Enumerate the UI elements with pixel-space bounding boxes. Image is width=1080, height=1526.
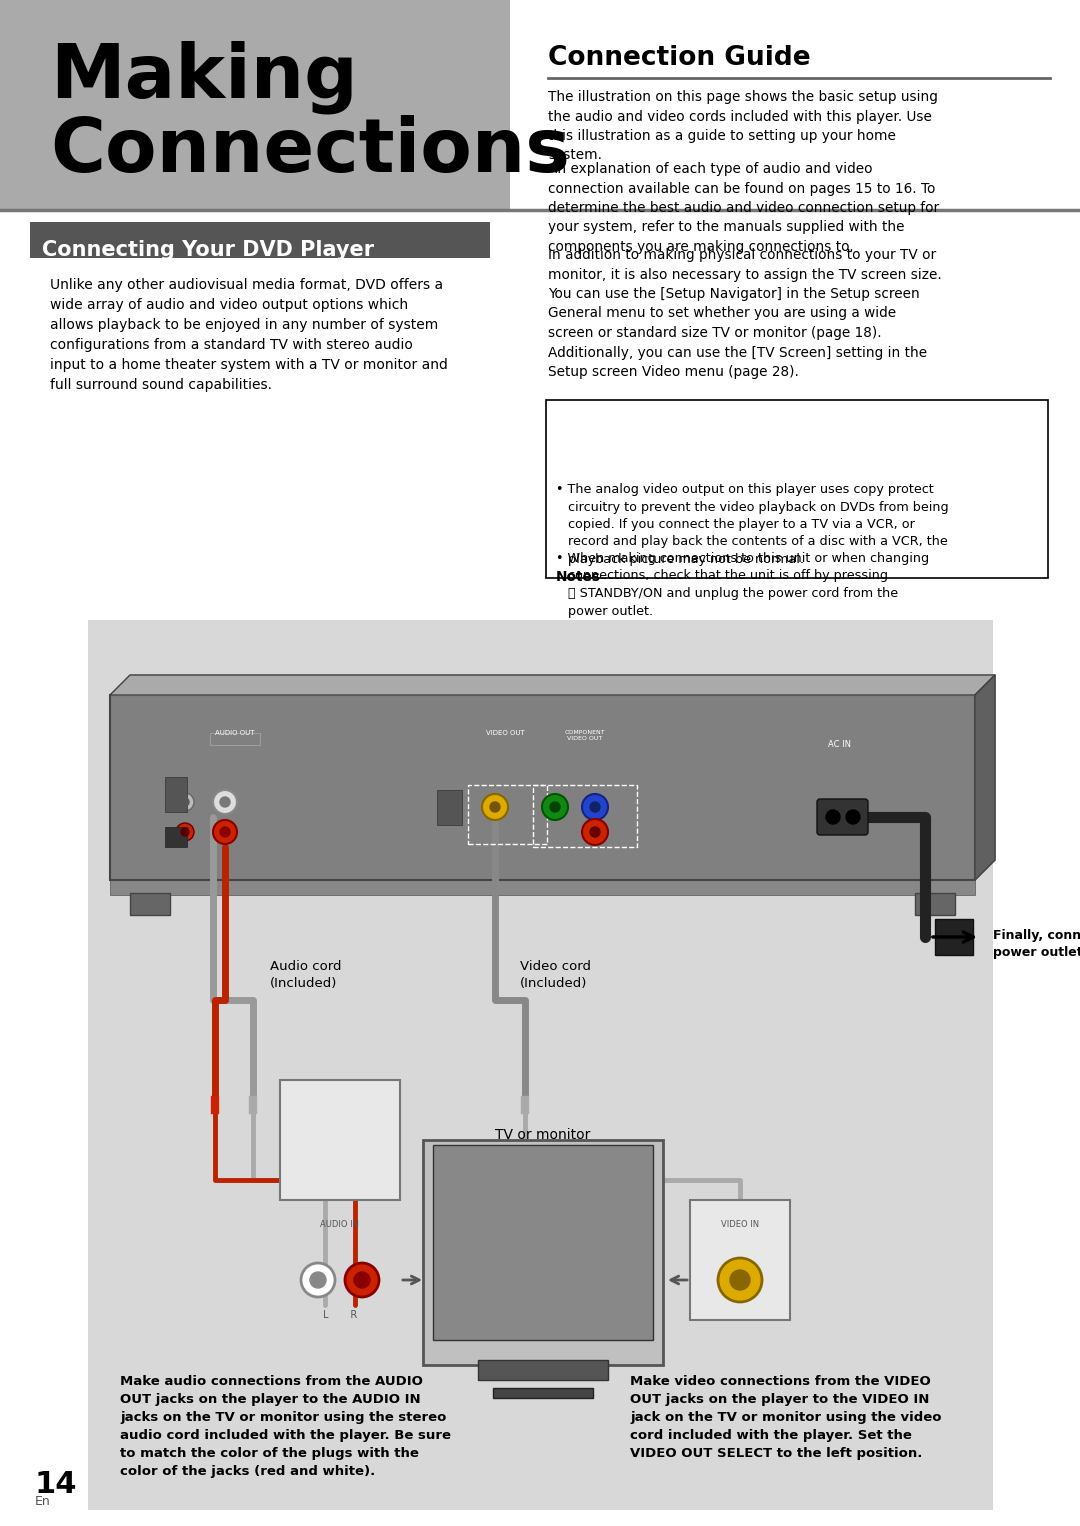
Text: VIDEO IN: VIDEO IN bbox=[721, 1219, 759, 1228]
Bar bbox=[690, 1199, 789, 1320]
Text: • When making connections to this unit or when changing
   connections, check th: • When making connections to this unit o… bbox=[556, 552, 929, 618]
Circle shape bbox=[490, 803, 500, 812]
Bar bbox=[130, 893, 170, 916]
Polygon shape bbox=[110, 674, 995, 694]
Text: Notes: Notes bbox=[556, 571, 600, 584]
Circle shape bbox=[718, 1257, 762, 1302]
Circle shape bbox=[590, 803, 600, 812]
Bar bbox=[492, 1389, 593, 1398]
Circle shape bbox=[213, 790, 237, 813]
Bar bbox=[110, 881, 975, 896]
Circle shape bbox=[846, 810, 860, 824]
Circle shape bbox=[345, 1264, 379, 1297]
Circle shape bbox=[582, 819, 608, 845]
Text: TV or monitor: TV or monitor bbox=[496, 1128, 591, 1141]
Text: Video cord
(Included): Video cord (Included) bbox=[519, 960, 591, 990]
Circle shape bbox=[826, 810, 840, 824]
Circle shape bbox=[730, 1270, 750, 1289]
Bar bbox=[433, 1144, 653, 1340]
Text: En: En bbox=[35, 1495, 51, 1508]
Text: An explanation of each type of audio and video
connection available can be found: An explanation of each type of audio and… bbox=[548, 162, 940, 253]
Bar bbox=[935, 919, 973, 955]
Circle shape bbox=[220, 797, 230, 807]
Text: 14: 14 bbox=[35, 1470, 78, 1499]
Polygon shape bbox=[975, 674, 995, 881]
Circle shape bbox=[542, 794, 568, 819]
Text: In addition to making physical connections to your TV or
monitor, it is also nec: In addition to making physical connectio… bbox=[548, 249, 942, 378]
Circle shape bbox=[582, 794, 608, 819]
Bar bbox=[423, 1140, 663, 1364]
Circle shape bbox=[310, 1273, 326, 1288]
Circle shape bbox=[213, 819, 237, 844]
Circle shape bbox=[220, 827, 230, 836]
Text: Finally, connect to a
power outlet (120 V).: Finally, connect to a power outlet (120 … bbox=[993, 929, 1080, 958]
Bar bbox=[30, 221, 490, 258]
Bar bbox=[437, 790, 462, 826]
Circle shape bbox=[181, 798, 189, 806]
Text: • The analog video output on this player uses copy protect
   circuitry to preve: • The analog video output on this player… bbox=[556, 484, 948, 566]
FancyBboxPatch shape bbox=[816, 800, 868, 835]
Text: AUDIO IN: AUDIO IN bbox=[321, 1219, 360, 1228]
Bar bbox=[87, 620, 993, 1511]
Circle shape bbox=[550, 803, 561, 812]
Bar bbox=[165, 777, 187, 812]
Circle shape bbox=[590, 827, 600, 836]
Bar bbox=[110, 694, 975, 881]
Bar bbox=[478, 1360, 608, 1380]
Text: Audio cord
(Included): Audio cord (Included) bbox=[270, 960, 341, 990]
Text: VIDEO OUT: VIDEO OUT bbox=[486, 729, 525, 736]
Text: AUDIO OUT: AUDIO OUT bbox=[215, 729, 255, 736]
Circle shape bbox=[176, 823, 194, 841]
Text: Make audio connections from the AUDIO
OUT jacks on the player to the AUDIO IN
ja: Make audio connections from the AUDIO OU… bbox=[120, 1375, 451, 1479]
Circle shape bbox=[482, 794, 508, 819]
Text: AC IN: AC IN bbox=[828, 740, 851, 749]
Text: Make video connections from the VIDEO
OUT jacks on the player to the VIDEO IN
ja: Make video connections from the VIDEO OU… bbox=[630, 1375, 942, 1460]
Bar bbox=[546, 400, 1048, 578]
Circle shape bbox=[301, 1264, 335, 1297]
Text: Unlike any other audiovisual media format, DVD offers a
wide array of audio and : Unlike any other audiovisual media forma… bbox=[50, 278, 448, 392]
Bar bbox=[915, 893, 955, 916]
Circle shape bbox=[176, 794, 194, 810]
Circle shape bbox=[354, 1273, 370, 1288]
Bar bbox=[280, 1080, 400, 1199]
Text: The illustration on this page shows the basic setup using
the audio and video co: The illustration on this page shows the … bbox=[548, 90, 937, 162]
Text: Connecting Your DVD Player: Connecting Your DVD Player bbox=[42, 240, 374, 259]
Bar bbox=[165, 827, 187, 847]
Text: Making: Making bbox=[50, 40, 357, 113]
Text: COMPONENT
VIDEO OUT: COMPONENT VIDEO OUT bbox=[565, 729, 605, 740]
Bar bbox=[210, 732, 260, 745]
Text: Connection Guide: Connection Guide bbox=[548, 44, 811, 72]
Text: Connections: Connections bbox=[50, 114, 570, 188]
Bar bbox=[0, 0, 510, 211]
Text: L       R: L R bbox=[323, 1309, 357, 1320]
Circle shape bbox=[181, 829, 189, 836]
